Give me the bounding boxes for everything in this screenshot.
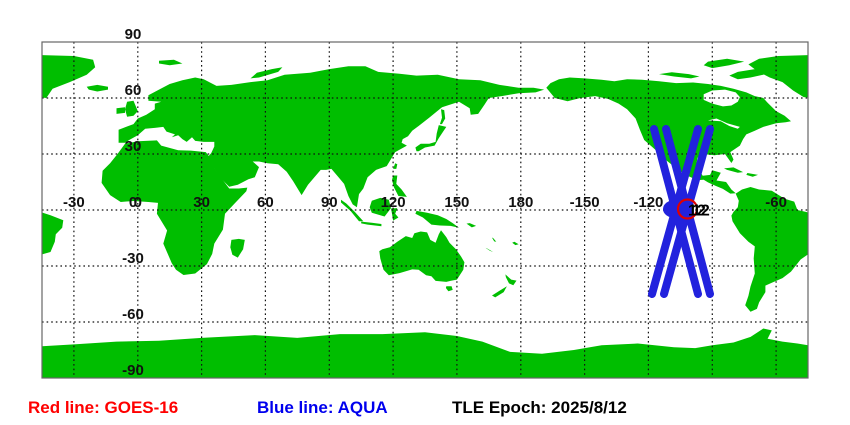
lon-tick-label: 0 <box>134 194 142 211</box>
land-vanuatu <box>492 237 497 242</box>
landmasses <box>0 55 850 380</box>
land-sakhalin <box>439 109 446 125</box>
land-greenland <box>748 55 808 98</box>
tick-labels: 90 60 30 0 -30 -60 -90 -30 0 30 60 90 120 150 180 -150 -… <box>63 26 787 379</box>
lon-tick-label: 150 <box>444 194 469 211</box>
land-java <box>361 221 382 227</box>
land-sumatra <box>341 199 364 222</box>
land-philippines <box>392 175 407 197</box>
land-taiwan <box>393 163 398 169</box>
land-madagascar <box>230 238 245 258</box>
land-south_america <box>42 212 64 255</box>
land-hispaniola <box>746 173 758 177</box>
land-greenland <box>42 55 96 98</box>
lat-tick-label: 30 <box>125 138 142 155</box>
aqua-position-marker <box>663 200 687 218</box>
lon-tick-label: -150 <box>570 194 600 211</box>
water-great_lakes_water <box>708 118 740 129</box>
land-iceland <box>86 84 108 92</box>
lat-tick-label: -30 <box>122 250 144 267</box>
land-tasmania <box>445 286 453 292</box>
land-south_america <box>731 187 808 312</box>
lat-tick-label: -60 <box>122 306 144 323</box>
lon-tick-label: 60 <box>257 194 274 211</box>
land-novaya_zemlya <box>250 67 283 79</box>
land-ellesmere <box>703 58 745 69</box>
legend-aqua-label: Blue line: AQUA <box>257 398 388 417</box>
epoch-day-label: 12 <box>688 203 706 220</box>
lat-tick-label: -90 <box>122 362 144 379</box>
land-nz_north <box>505 274 517 286</box>
tle-epoch-label: TLE Epoch: 2025/8/12 <box>452 398 627 417</box>
land-borneo <box>369 197 391 217</box>
lon-tick-label: 90 <box>321 194 338 211</box>
land-japan <box>415 125 447 152</box>
lon-tick-label: 120 <box>381 194 406 211</box>
land-antarctica <box>42 328 808 378</box>
legend-goes16-label: Red line: GOES-16 <box>28 398 179 417</box>
land-svalbard <box>159 59 183 66</box>
land-british_isles <box>125 100 138 117</box>
lon-tick-label: 30 <box>193 194 210 211</box>
land-north_america <box>0 78 25 194</box>
land-new_caledonia <box>485 247 494 252</box>
land-ireland <box>116 107 125 114</box>
land-australia <box>379 230 465 282</box>
land-antarctica <box>808 329 850 380</box>
land-arctic_islands <box>659 72 700 79</box>
land-africa <box>101 140 248 275</box>
lon-tick-label: -30 <box>63 194 85 211</box>
lon-tick-label: 180 <box>508 194 533 211</box>
lat-tick-label: 60 <box>125 82 142 99</box>
epoch-day-label: 12 <box>692 203 710 220</box>
graticule <box>42 42 808 378</box>
land-eurasia <box>118 66 545 208</box>
lon-tick-label: -60 <box>765 194 787 211</box>
lat-tick-label: 90 <box>125 26 142 43</box>
land-nz_south <box>492 286 507 298</box>
land-baffin <box>0 69 4 79</box>
aqua-track-segment <box>660 125 714 298</box>
lat-tick-label: 0 <box>129 194 137 211</box>
land-baffin <box>729 69 770 80</box>
goes16-position-marker <box>676 198 699 220</box>
land-solomon <box>466 223 477 228</box>
land-new_guinea <box>415 210 459 228</box>
land-cuba <box>724 167 744 173</box>
land-fiji <box>512 241 519 246</box>
lon-tick-label: -120 <box>633 194 663 211</box>
map-border <box>41 41 809 379</box>
land-antarctica <box>0 329 42 380</box>
